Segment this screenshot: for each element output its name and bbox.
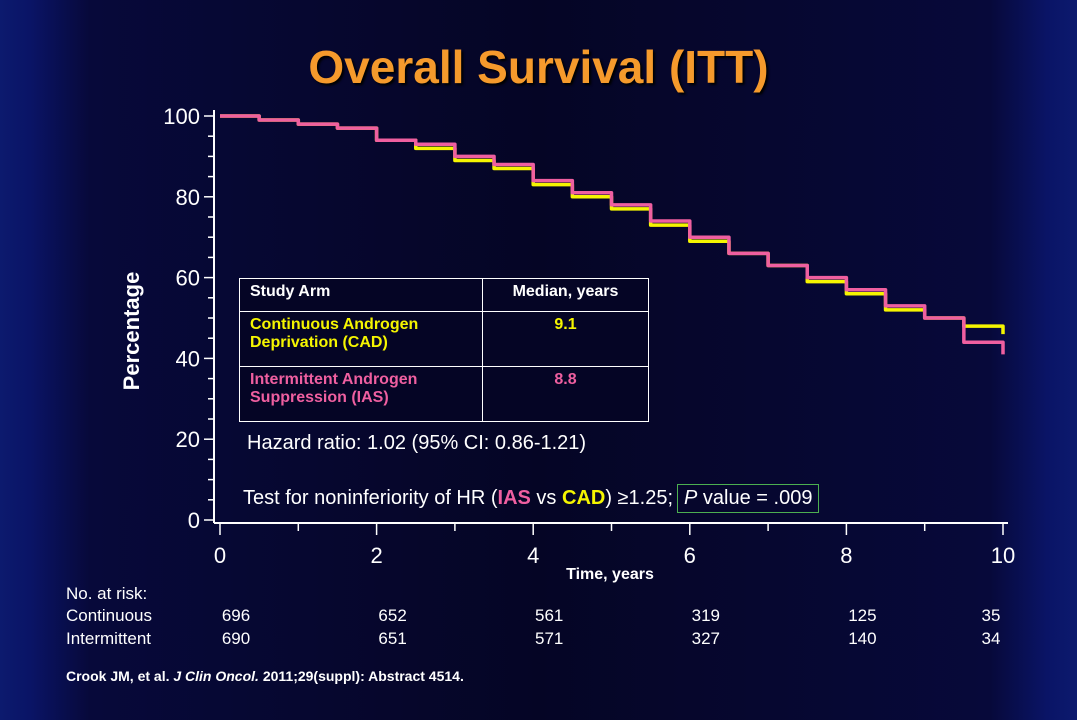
arm-cad: Continuous Androgen Deprivation (CAD) bbox=[239, 311, 483, 367]
citation-authors: Crook JM, et al. bbox=[66, 668, 174, 684]
x-tick-label: 2 bbox=[370, 543, 382, 568]
y-tick-label: 80 bbox=[176, 185, 200, 210]
risk-name-intermittent: Intermittent bbox=[66, 629, 152, 648]
hazard-ratio-text: Hazard ratio: 1.02 (95% CI: 0.86-1.21) bbox=[247, 432, 587, 454]
arm-ias: Intermittent Androgen Suppression (IAS) bbox=[239, 366, 483, 422]
y-tick-label: 0 bbox=[188, 508, 200, 533]
nonin-cad: CAD bbox=[562, 487, 606, 509]
risk-value: 696 bbox=[221, 606, 251, 625]
risk-value: 561 bbox=[535, 606, 564, 625]
y-tick-label: 60 bbox=[176, 266, 200, 291]
nonin-prefix: Test for noninferiority of HR ( bbox=[243, 487, 498, 509]
citation: Crook JM, et al. J Clin Oncol. 2011;29(s… bbox=[66, 668, 464, 684]
header-study-arm: Study Arm bbox=[239, 278, 483, 312]
risk-value: 651 bbox=[378, 629, 407, 648]
p-value-box: P value = .009 bbox=[677, 484, 820, 513]
risk-value: 652 bbox=[378, 606, 407, 625]
y-axis-label-box: Percentage bbox=[112, 272, 152, 391]
x-axis-label: Time, years bbox=[566, 566, 654, 583]
median-table-header: Study Arm Median, years bbox=[239, 278, 649, 312]
risk-value: 35 bbox=[981, 606, 1001, 625]
risk-value: 34 bbox=[981, 629, 1001, 648]
y-tick-label: 20 bbox=[176, 427, 200, 452]
median-ias: 8.8 bbox=[482, 366, 649, 422]
nonin-ias: IAS bbox=[497, 487, 531, 509]
citation-rest: 2011;29(suppl): Abstract 4514. bbox=[258, 668, 464, 684]
x-tick-label: 10 bbox=[991, 543, 1015, 568]
median-cad: 9.1 bbox=[482, 311, 649, 367]
risk-value: 125 bbox=[848, 606, 877, 625]
median-row-cad: Continuous Androgen Deprivation (CAD) 9.… bbox=[239, 311, 649, 367]
risk-value: 571 bbox=[535, 629, 564, 648]
risk-heading: No. at risk: bbox=[66, 584, 148, 603]
p-label: P bbox=[684, 487, 698, 509]
x-tick-label: 0 bbox=[214, 543, 226, 568]
p-value: value = .009 bbox=[697, 487, 813, 509]
slide-title: Overall Survival (ITT) bbox=[308, 41, 769, 93]
series-line-ias bbox=[220, 114, 1005, 355]
x-tick-label: 4 bbox=[527, 543, 539, 568]
y-tick-label: 40 bbox=[176, 346, 200, 371]
nonin-suffix: ) ≥1.25; bbox=[605, 487, 674, 509]
risk-name-continuous: Continuous bbox=[66, 606, 153, 625]
risk-value: 319 bbox=[691, 606, 720, 625]
y-tick-label: 100 bbox=[163, 104, 200, 129]
median-row-ias: Intermittent Androgen Suppression (IAS) … bbox=[239, 366, 649, 422]
noninferiority-text: Test for noninferiority of HR (IAS vs CA… bbox=[243, 484, 820, 513]
median-table: Study Arm Median, years Continuous Andro… bbox=[239, 278, 649, 422]
citation-journal: J Clin Oncol. bbox=[173, 668, 259, 684]
x-tick-label: 8 bbox=[840, 543, 852, 568]
risk-value: 140 bbox=[848, 629, 877, 648]
header-median: Median, years bbox=[482, 278, 649, 312]
chart-axes: 0 20 40 60 80 100 0 2 4 6 8 10 bbox=[163, 104, 1015, 568]
chart-curves bbox=[220, 114, 1005, 355]
risk-value: 690 bbox=[221, 629, 251, 648]
risk-value: 327 bbox=[691, 629, 720, 648]
x-tick-label: 6 bbox=[684, 543, 696, 568]
y-axis-label: Percentage bbox=[119, 271, 144, 391]
nonin-vs: vs bbox=[530, 487, 562, 509]
